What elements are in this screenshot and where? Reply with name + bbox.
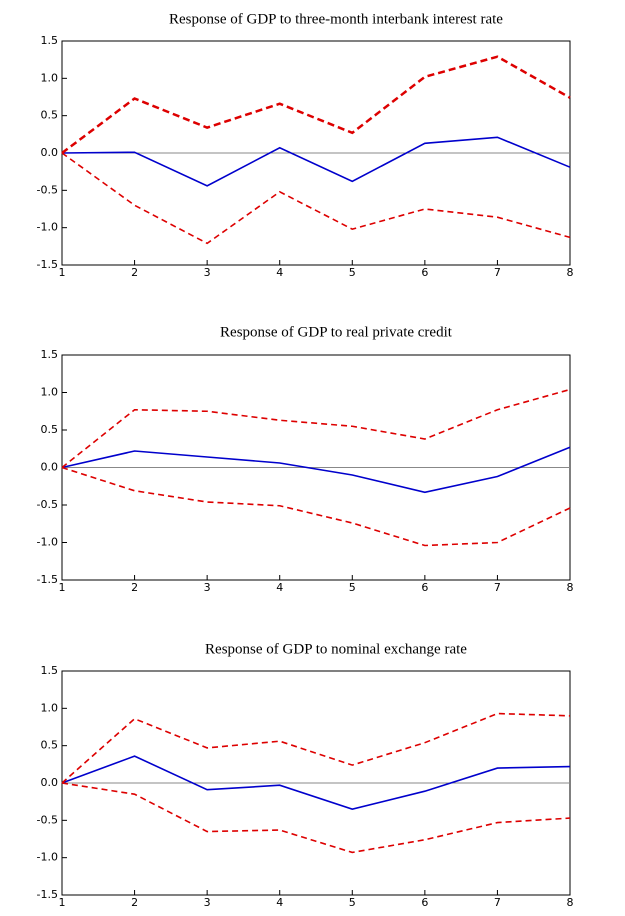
series-line	[61, 755, 571, 810]
x-tick-label: 4	[276, 266, 283, 279]
y-tick-label: -0.5	[37, 813, 58, 826]
y-tick-label: -1.0	[37, 536, 58, 549]
x-tick-label: 3	[204, 896, 211, 909]
x-tick-label: 7	[494, 266, 501, 279]
x-tick-label: 4	[276, 896, 283, 909]
y-tick-label: -0.5	[37, 183, 58, 196]
series-line	[61, 712, 571, 784]
y-tick-label: 0.5	[41, 423, 59, 436]
x-tick-label: 3	[204, 581, 211, 594]
series-line	[61, 152, 571, 245]
x-tick-label: 8	[567, 581, 574, 594]
x-tick-label: 3	[204, 266, 211, 279]
y-tick-label: 1.0	[41, 701, 59, 714]
x-tick-label: 5	[349, 896, 356, 909]
y-tick-label: 0.0	[41, 776, 59, 789]
y-tick-label: -0.5	[37, 498, 58, 511]
x-tick-label: 2	[131, 581, 138, 594]
series-line	[61, 466, 571, 547]
y-tick-label: -1.5	[37, 888, 58, 901]
y-tick-label: 1.5	[41, 34, 59, 47]
y-tick-label: 1.0	[41, 71, 59, 84]
x-tick-label: 4	[276, 581, 283, 594]
y-tick-label: -1.0	[37, 851, 58, 864]
x-tick-label: 8	[567, 266, 574, 279]
series-line	[61, 136, 571, 187]
y-tick-label: 0.0	[41, 146, 59, 159]
x-tick-label: 2	[131, 266, 138, 279]
y-tick-label: -1.0	[37, 221, 58, 234]
y-tick-label: 1.5	[41, 348, 59, 361]
chart-title: Response of GDP to nominal exchange rate	[205, 641, 467, 657]
y-tick-label: 0.5	[41, 109, 59, 122]
x-tick-label: 6	[421, 896, 428, 909]
x-tick-label: 6	[421, 266, 428, 279]
x-tick-label: 5	[349, 581, 356, 594]
x-tick-label: 8	[567, 896, 574, 909]
y-tick-label: 0.5	[41, 739, 59, 752]
x-tick-label: 5	[349, 266, 356, 279]
x-tick-label: 6	[421, 581, 428, 594]
x-tick-label: 1	[59, 581, 66, 594]
series-line	[61, 388, 571, 469]
x-tick-label: 1	[59, 896, 66, 909]
x-tick-label: 1	[59, 266, 66, 279]
y-tick-label: 1.5	[41, 664, 59, 677]
x-tick-label: 7	[494, 896, 501, 909]
x-tick-label: 2	[131, 896, 138, 909]
y-tick-label: -1.5	[37, 258, 58, 271]
y-tick-label: -1.5	[37, 573, 58, 586]
series-line	[61, 782, 571, 854]
y-tick-label: 1.0	[41, 386, 59, 399]
chart-title: Response of GDP to real private credit	[220, 324, 453, 340]
chart-title: Response of GDP to three-month interbank…	[169, 11, 503, 27]
series-line	[61, 55, 571, 154]
series-line	[61, 446, 571, 494]
x-tick-label: 7	[494, 581, 501, 594]
y-tick-label: 0.0	[41, 461, 59, 474]
